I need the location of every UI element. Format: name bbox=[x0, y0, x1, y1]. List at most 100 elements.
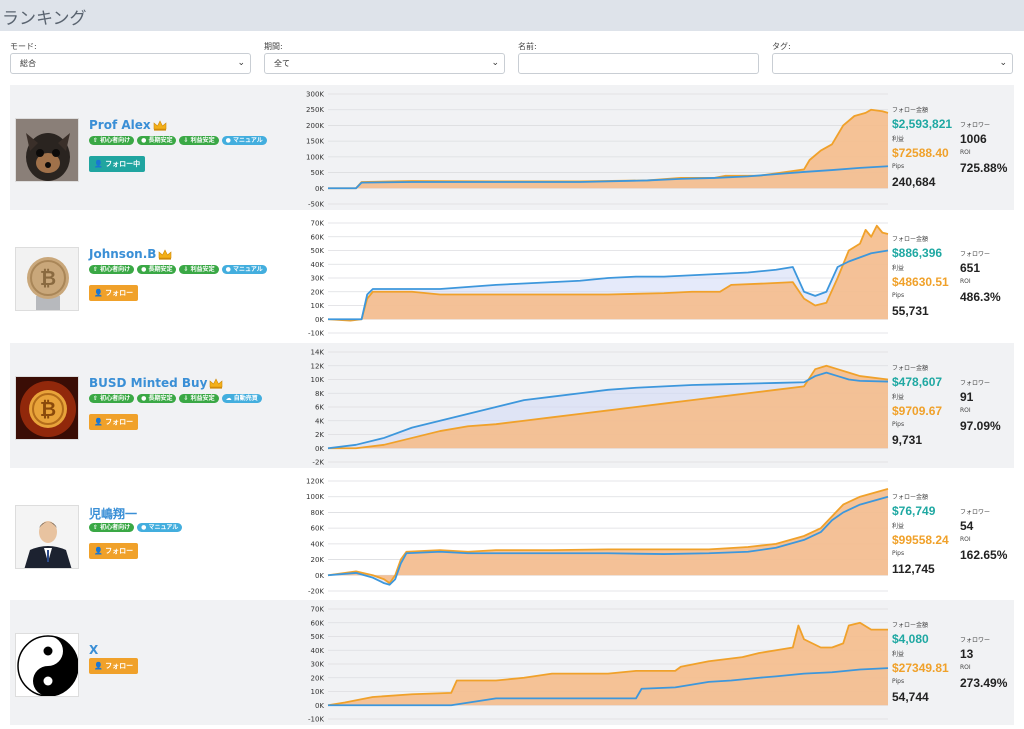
avatar[interactable]: ₿ bbox=[15, 376, 79, 440]
stat-label: Pips bbox=[892, 163, 905, 170]
y-tick-label: 10K bbox=[311, 376, 325, 384]
tag-label: 利益安定 bbox=[190, 395, 215, 402]
avatar[interactable] bbox=[15, 505, 79, 569]
orange-series-area bbox=[328, 365, 888, 449]
follow-button[interactable]: 👤 フォロー bbox=[89, 285, 139, 301]
orange-series-line bbox=[327, 224, 889, 322]
y-tick-label: 60K bbox=[311, 233, 325, 241]
trader-name[interactable]: Prof Alex bbox=[89, 118, 167, 132]
roi-value: 97.09% bbox=[960, 419, 1001, 433]
drop-icon: ● bbox=[141, 137, 149, 144]
stat-label: フォロー金額 bbox=[892, 622, 929, 629]
tag-badge: ● マニュアル bbox=[221, 265, 267, 274]
followers-value: 54 bbox=[960, 519, 974, 533]
follow-button[interactable]: 👤 フォロー中 bbox=[89, 156, 146, 172]
stat-label: フォロー金額 bbox=[892, 494, 929, 501]
person-icon: ● bbox=[141, 524, 149, 531]
y-tick-label: 250K bbox=[306, 106, 324, 114]
profit-value: $9709.67 bbox=[892, 404, 943, 418]
y-tick-label: 50K bbox=[311, 633, 325, 641]
y-tick-label: 4K bbox=[315, 417, 324, 425]
y-tick-label: 0K bbox=[315, 445, 324, 453]
name-label: 名前: bbox=[518, 42, 537, 51]
trader-row: Prof Alex ⇧ 初心者向け ● 長期安定 ⇩ 利益安定 ● マニュアル 👤 フォロ… bbox=[10, 85, 1014, 210]
profit-value: $72588.40 bbox=[892, 146, 949, 160]
followers-value: 91 bbox=[960, 390, 974, 404]
y-tick-label: 70K bbox=[311, 606, 325, 614]
trader-stats: フォロー金額 $76,749 利益 $99558.24 Pips 112,745 フォロワー… bbox=[892, 492, 1012, 592]
tag-list: ⇧ 初心者向け ● 長期安定 ⇩ 利益安定 ● マニュアル bbox=[89, 265, 267, 274]
avatar[interactable]: ₿ bbox=[15, 247, 79, 311]
person-icon: ● bbox=[225, 137, 233, 144]
trader-stats: フォロー金額 $478,607 利益 $9709.67 Pips 9,731 フォロワー 91… bbox=[892, 363, 1012, 463]
tag-badge: ● 長期安定 bbox=[137, 136, 177, 145]
follow-button-label: フォロー中 bbox=[105, 160, 141, 168]
tag-select[interactable]: ⌄ bbox=[772, 53, 1013, 74]
stat-label: Pips bbox=[892, 292, 905, 299]
stat-label: フォロワー bbox=[960, 251, 991, 258]
stat-label: ROI bbox=[960, 407, 971, 414]
performance-chart: 70K 60K 50K 40K 30K 20K 10K 0K -10K bbox=[290, 603, 890, 722]
trader-name[interactable]: 児嶋翔一 bbox=[89, 505, 137, 522]
trader-name[interactable]: X bbox=[89, 643, 98, 657]
tag-badge: ☁ 自動売買 bbox=[221, 394, 262, 403]
y-tick-label: 70K bbox=[311, 220, 325, 228]
mode-label: モード: bbox=[10, 42, 37, 51]
y-tick-label: 0K bbox=[315, 316, 324, 324]
mode-value: 総合 bbox=[20, 59, 36, 68]
stat-label: ROI bbox=[960, 536, 971, 543]
chevron-down-icon: ⌄ bbox=[491, 58, 499, 68]
name-input[interactable] bbox=[518, 53, 759, 74]
trader-name-text: Johnson.B bbox=[89, 247, 157, 261]
y-tick-label: -10K bbox=[308, 716, 324, 723]
stat-label: ROI bbox=[960, 664, 971, 671]
follow-amount-value: $2,593,821 bbox=[892, 117, 953, 131]
stat-label: フォロワー bbox=[960, 380, 991, 387]
tag-label: 自動売買 bbox=[233, 395, 258, 402]
stat-label: Pips bbox=[892, 550, 905, 557]
pips-value: 9,731 bbox=[892, 433, 923, 447]
user-plus-icon: 👤 bbox=[94, 418, 106, 426]
tag-badge: ⇧ 初心者向け bbox=[89, 136, 135, 145]
y-tick-label: 60K bbox=[311, 525, 325, 533]
pips-value: 55,731 bbox=[892, 304, 929, 318]
orange-series-line bbox=[327, 487, 889, 585]
tag-badge: ⇧ 初心者向け bbox=[89, 523, 135, 532]
follow-button[interactable]: 👤 フォロー bbox=[89, 414, 139, 430]
y-tick-label: -2K bbox=[312, 459, 324, 466]
y-tick-label: 150K bbox=[306, 138, 324, 146]
period-filter: 期間: 全て ⌄ bbox=[264, 41, 505, 74]
trader-row: ₿ Johnson.B ⇧ 初心者向け ● 長期安定 ⇩ 利益安定 ● マニュアル 👤 フォ… bbox=[10, 214, 1014, 339]
orange-series-area bbox=[328, 225, 888, 321]
tag-label: 利益安定 bbox=[190, 137, 215, 144]
avatar[interactable] bbox=[15, 118, 79, 182]
follow-button-label: フォロー bbox=[105, 289, 134, 297]
trader-row: ₿ BUSD Minted Buy ⇧ 初心者向け ● 長期安定 ⇩ 利益安定 ☁ 自動売… bbox=[10, 343, 1014, 468]
follow-button[interactable]: 👤 フォロー bbox=[89, 658, 139, 674]
mode-select[interactable]: 総合 ⌄ bbox=[10, 53, 251, 74]
follow-button[interactable]: 👤 フォロー bbox=[89, 543, 139, 559]
blue-series-line bbox=[328, 667, 889, 707]
y-tick-label: 100K bbox=[306, 493, 324, 501]
upload-icon: ⇧ bbox=[93, 137, 101, 144]
drop-icon: ● bbox=[141, 395, 149, 402]
stat-label: フォロワー bbox=[960, 509, 991, 516]
y-tick-label: 40K bbox=[311, 647, 325, 655]
y-tick-label: -10K bbox=[308, 330, 324, 337]
tag-label: 初心者向け bbox=[100, 266, 131, 273]
tag-label: 長期安定 bbox=[148, 395, 173, 402]
tag-label: マニュアル bbox=[148, 524, 179, 531]
trader-stats: フォロー金額 $2,593,821 利益 $72588.40 Pips 240,684 フォ… bbox=[892, 105, 1012, 205]
period-select[interactable]: 全て ⌄ bbox=[264, 53, 505, 74]
roi-value: 486.3% bbox=[960, 290, 1001, 304]
avatar[interactable] bbox=[15, 633, 79, 697]
tag-label: 利益安定 bbox=[190, 266, 215, 273]
tag-label: マニュアル bbox=[232, 137, 263, 144]
chevron-down-icon: ⌄ bbox=[237, 58, 245, 68]
performance-chart: 70K 60K 50K 40K 30K 20K 10K 0K -10K bbox=[290, 217, 890, 336]
tag-badge: ● マニュアル bbox=[137, 523, 183, 532]
trader-name[interactable]: BUSD Minted Buy bbox=[89, 376, 223, 390]
stat-label: フォロワー bbox=[960, 122, 991, 129]
trader-name[interactable]: Johnson.B bbox=[89, 247, 172, 261]
y-tick-label: -50K bbox=[308, 201, 324, 208]
